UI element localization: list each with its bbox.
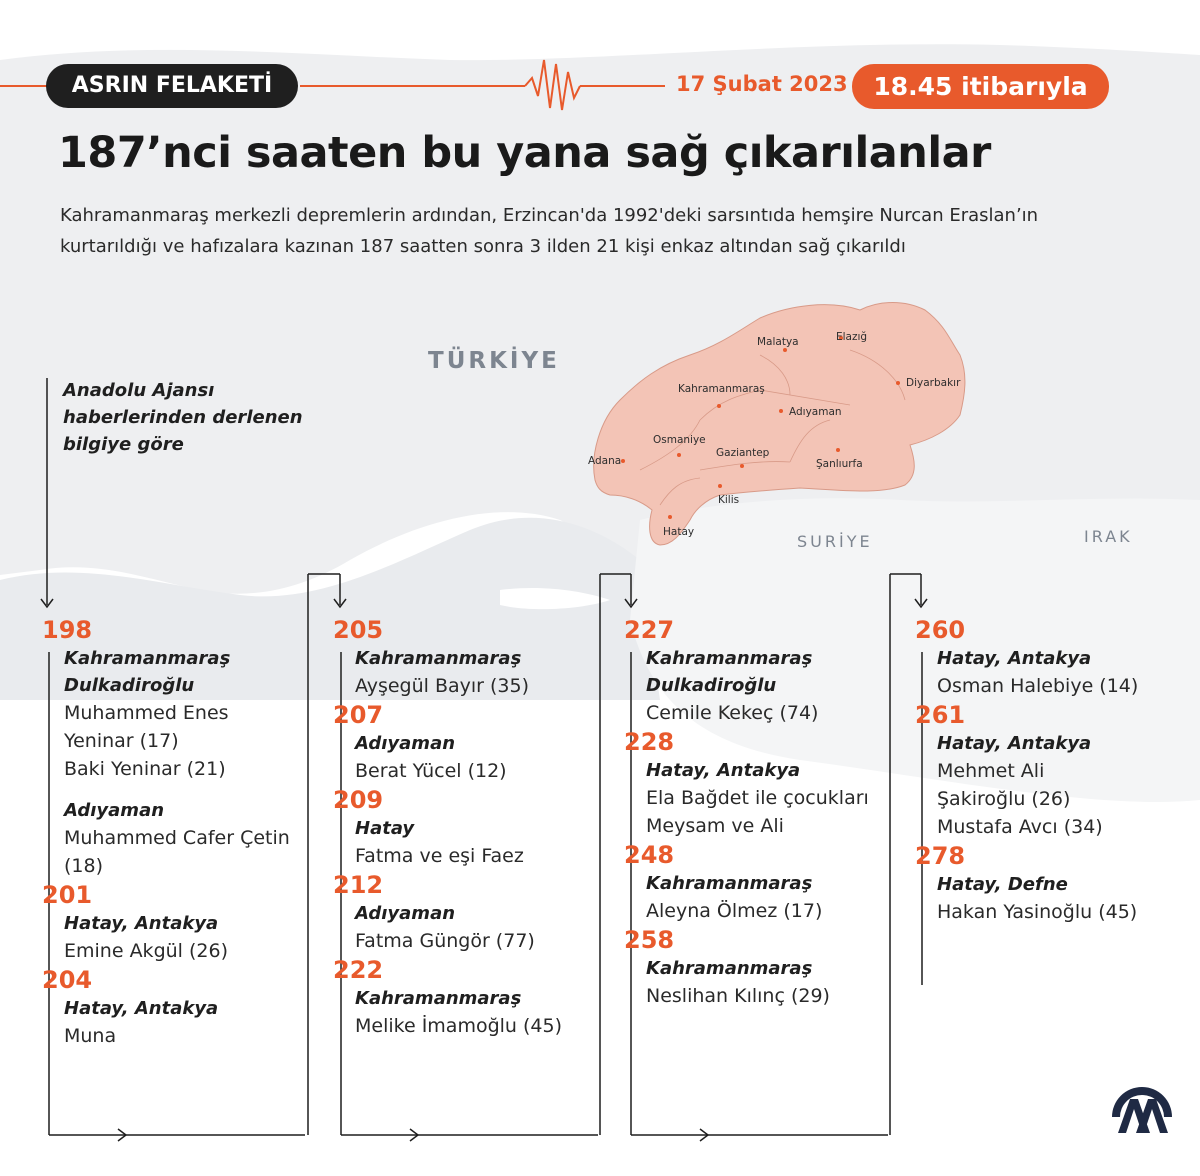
map-city-label: Malatya bbox=[757, 336, 799, 348]
location-label: Hatay bbox=[355, 818, 415, 839]
hour-label: 261 bbox=[915, 701, 966, 729]
map-city-label: Gaziantep bbox=[716, 447, 770, 459]
location-label: Hatay, Antakya bbox=[64, 913, 219, 934]
map-label-turkey: TÜRKİYE bbox=[428, 348, 560, 374]
hour-label: 227 bbox=[624, 616, 675, 644]
map-city-label: Elazığ bbox=[836, 331, 868, 343]
person-name: Muhammed Enes Yeninar (17) bbox=[64, 702, 229, 752]
map-city-label: Osmaniye bbox=[653, 434, 706, 446]
hour-label: 248 bbox=[624, 841, 675, 869]
person-name: Muhammed Cafer Çetin (18) bbox=[64, 827, 290, 877]
person-name: Muna bbox=[64, 1025, 117, 1047]
location-label: Adıyaman bbox=[355, 733, 456, 754]
map-city-label: Şanlıurfa bbox=[816, 458, 863, 470]
person-name: Baki Yeninar (21) bbox=[64, 758, 226, 780]
person-name: Ayşegül Bayır (35) bbox=[355, 675, 530, 697]
map-city-label: Kilis bbox=[718, 494, 740, 506]
timeline-column-3: 227 Kahramanmaraş Dulkadiroğlu Cemile Ke… bbox=[624, 615, 931, 1010]
date-label: 17 Şubat 2023 bbox=[676, 72, 848, 96]
timeline-column-1: 198 Kahramanmaraş Dulkadiroğlu Muhammed … bbox=[42, 615, 349, 1050]
location-label: Hatay, Antakya bbox=[64, 998, 219, 1019]
hour-label: 260 bbox=[915, 616, 966, 644]
person-name: Aleyna Ölmez (17) bbox=[646, 900, 823, 922]
person-name: Osman Halebiye (14) bbox=[937, 675, 1139, 697]
page-title: 187’nci saaten bu yana sağ çıkarılanlar bbox=[58, 128, 991, 178]
location-label: Kahramanmaraş bbox=[646, 873, 813, 894]
source-note: Anadolu Ajansı haberlerinden derlenen bi… bbox=[63, 380, 303, 455]
person-name: Ela Bağdet ile çocukları Meysam ve Ali bbox=[646, 787, 869, 837]
page-subtitle: Kahramanmaraş merkezli depremlerin ardın… bbox=[60, 205, 1039, 257]
location-label: Kahramanmaraş bbox=[355, 988, 522, 1009]
person-name: Hakan Yasinoğlu (45) bbox=[937, 901, 1138, 923]
category-badge: ASRIN FELAKETİ bbox=[46, 64, 298, 108]
person-name: Fatma ve eşi Faez bbox=[355, 845, 524, 867]
person-name: Emine Akgül (26) bbox=[64, 940, 228, 962]
person-name: Mustafa Avcı (34) bbox=[937, 816, 1103, 838]
hour-label: 204 bbox=[42, 966, 93, 994]
hour-label: 209 bbox=[333, 786, 384, 814]
hour-label: 228 bbox=[624, 728, 675, 756]
map-city-label: Adıyaman bbox=[789, 406, 842, 418]
location-label: Adıyaman bbox=[64, 800, 165, 821]
person-name: Fatma Güngör (77) bbox=[355, 930, 535, 952]
location-label: Kahramanmaraş bbox=[355, 648, 522, 669]
timeline-column-4: 260 Hatay, Antakya Osman Halebiye (14) 2… bbox=[915, 615, 1200, 926]
map-label-syria: SURİYE bbox=[797, 532, 873, 551]
hour-label: 258 bbox=[624, 926, 675, 954]
hour-label: 278 bbox=[915, 842, 966, 870]
person-name: Berat Yücel (12) bbox=[355, 760, 507, 782]
map-city-label: Kahramanmaraş bbox=[678, 383, 765, 395]
timeline-column-2: 205 Kahramanmaraş Ayşegül Bayır (35) 207… bbox=[333, 615, 640, 1040]
location-label: Kahramanmaraş Dulkadiroğlu bbox=[64, 648, 231, 696]
map-city-label: Adana bbox=[588, 455, 622, 467]
location-label: Adıyaman bbox=[355, 903, 456, 924]
hour-label: 212 bbox=[333, 871, 384, 899]
location-label: Hatay, Antakya bbox=[646, 760, 801, 781]
location-label: Kahramanmaraş bbox=[646, 958, 813, 979]
hour-label: 207 bbox=[333, 701, 384, 729]
map-label-iraq: IRAK bbox=[1084, 527, 1133, 546]
hour-label: 201 bbox=[42, 881, 93, 909]
time-pill: 18.45 itibarıyla bbox=[852, 64, 1109, 109]
person-name: Cemile Kekeç (74) bbox=[646, 702, 819, 724]
person-name: Melike İmamoğlu (45) bbox=[355, 1015, 563, 1037]
aa-logo-icon bbox=[1112, 1087, 1172, 1133]
location-label: Hatay, Defne bbox=[937, 874, 1068, 895]
hour-label: 198 bbox=[42, 616, 93, 644]
hour-label: 222 bbox=[333, 956, 384, 984]
location-label: Hatay, Antakya bbox=[937, 733, 1092, 754]
location-label: Kahramanmaraş Dulkadiroğlu bbox=[646, 648, 813, 696]
hour-label: 205 bbox=[333, 616, 384, 644]
person-name: Neslihan Kılınç (29) bbox=[646, 985, 830, 1007]
map-city-label: Diyarbakır bbox=[906, 377, 961, 389]
person-name: Mehmet Ali Şakiroğlu (26) bbox=[937, 760, 1071, 810]
map-city-label: Hatay bbox=[663, 526, 695, 538]
location-label: Hatay, Antakya bbox=[937, 648, 1092, 669]
